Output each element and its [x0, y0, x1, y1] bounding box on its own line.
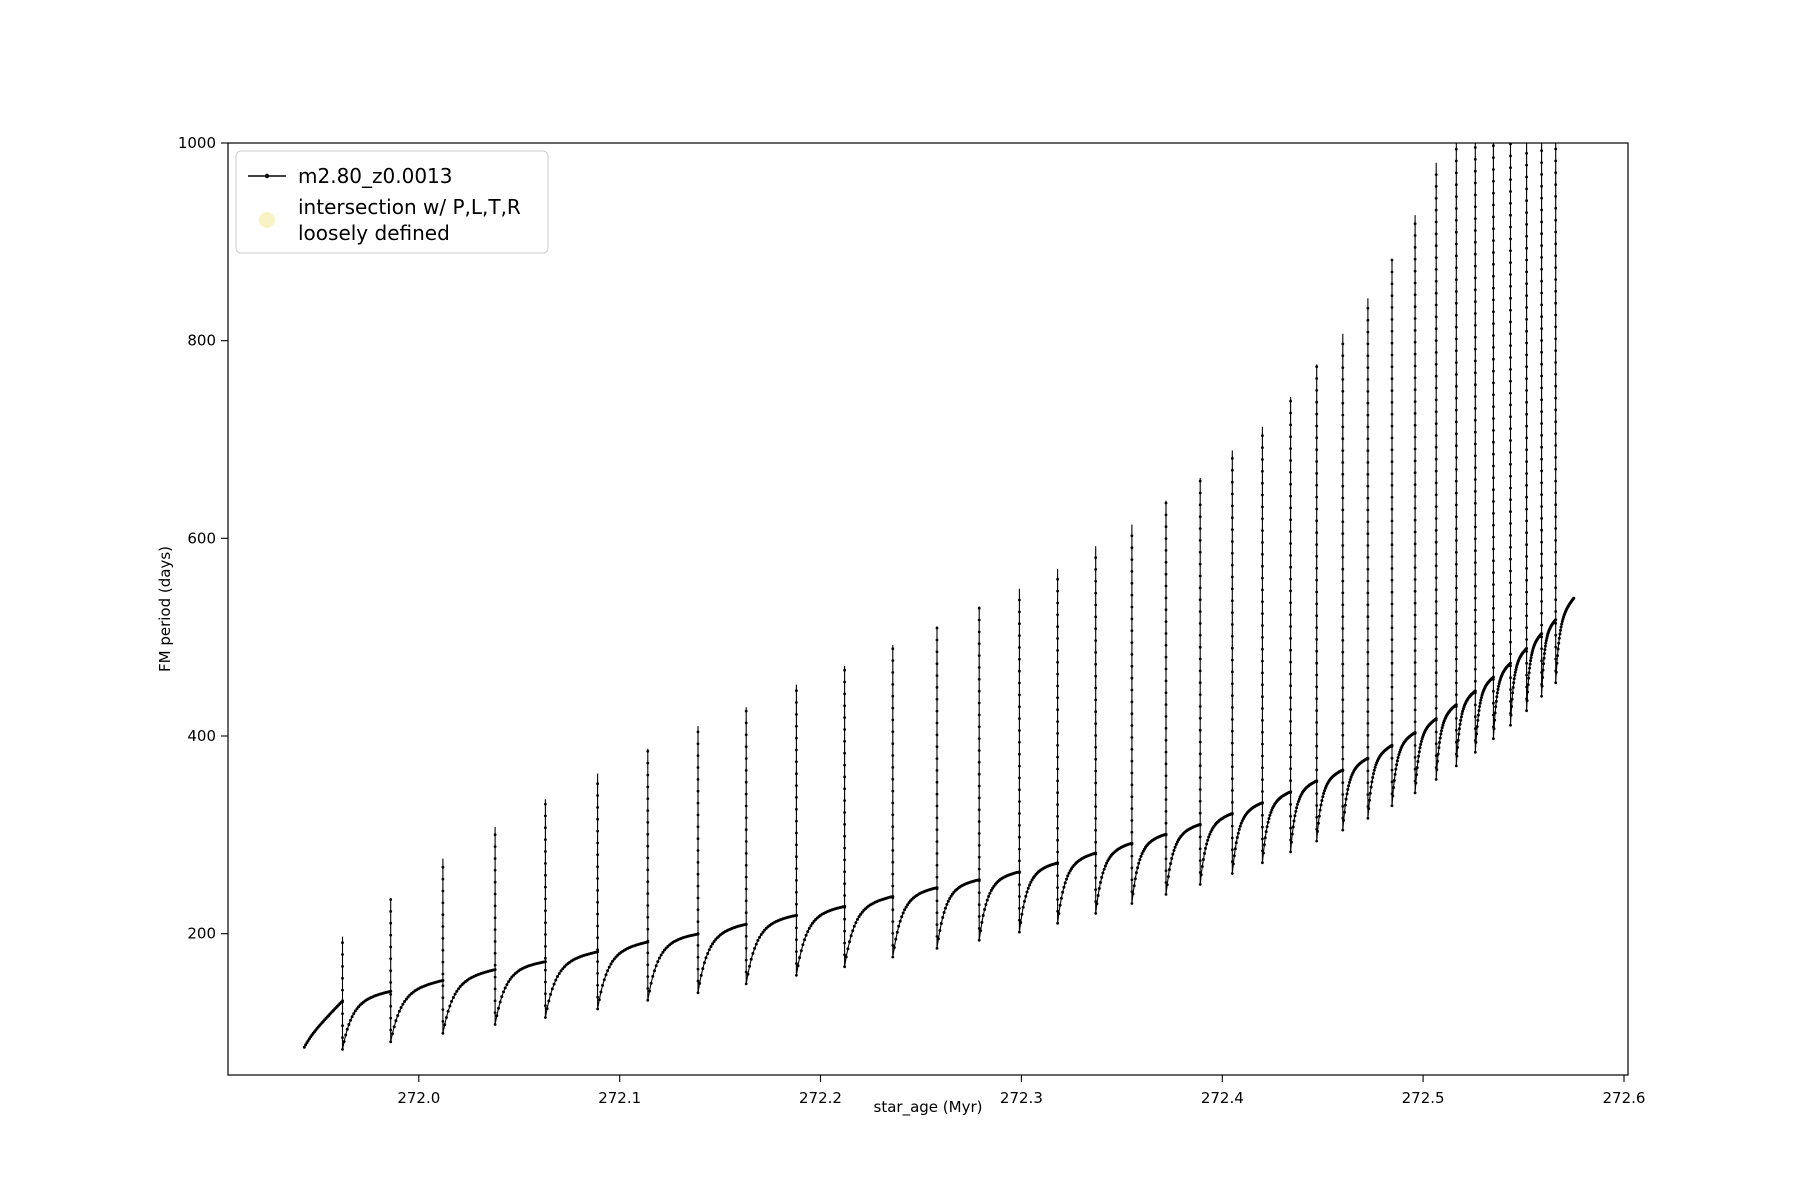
legend: m2.80_z0.0013 intersection w/ P,L,T,R lo… [235, 150, 549, 254]
legend-label-series: m2.80_z0.0013 [298, 164, 453, 188]
legend-label-intersection-line2: loosely defined [298, 221, 450, 245]
y-tick-label: 1000 [178, 134, 216, 152]
x-tick-label: 272.4 [1201, 1089, 1244, 1107]
legend-line-marker-icon [264, 173, 270, 179]
x-axis-label: star_age (Myr) [874, 1098, 983, 1117]
x-tick-label: 272.5 [1402, 1089, 1445, 1107]
data-series [302, 143, 1576, 1051]
series-markers [302, 143, 1576, 1051]
y-axis-label: FM period (days) [156, 546, 174, 672]
y-tick-label: 400 [187, 727, 216, 745]
legend-label-intersection-line1: intersection w/ P,L,T,R [298, 195, 521, 219]
y-tick-label: 200 [187, 925, 216, 943]
legend-box [235, 150, 549, 254]
x-tick-label: 272.6 [1603, 1089, 1646, 1107]
legend-intersection-marker-icon [259, 212, 275, 228]
x-tick-label: 272.0 [397, 1089, 440, 1107]
x-tick-label: 272.1 [598, 1089, 641, 1107]
x-tick-label: 272.2 [799, 1089, 842, 1107]
y-tick-label: 600 [187, 529, 216, 547]
axes-frame [227, 142, 1629, 1076]
x-tick-label: 272.3 [1000, 1089, 1043, 1107]
axis-ticks: 272.0 272.1 272.2 272.3 272.4 272.5 272.6 200 40… [178, 134, 1646, 1107]
y-tick-label: 800 [187, 332, 216, 350]
